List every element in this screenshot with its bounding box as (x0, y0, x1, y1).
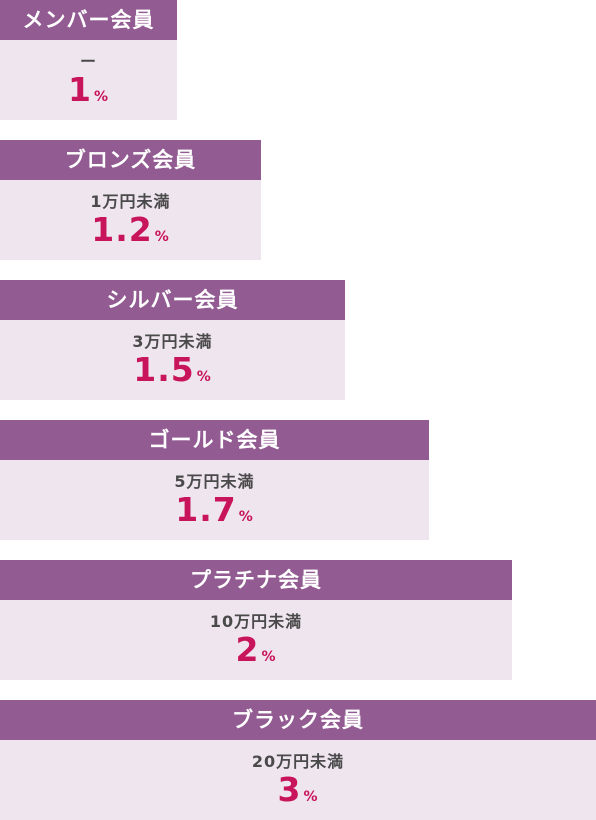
tier-body: ー 1% (0, 40, 177, 120)
tier-name: メンバー会員 (0, 0, 177, 40)
tier-body: 5万円未満 1.7% (0, 460, 429, 540)
tier-name: プラチナ会員 (0, 560, 512, 600)
rate-value: 1.7 (175, 490, 237, 529)
tier-rate: 1.2% (0, 210, 261, 257)
tier-threshold: 1万円未満 (90, 192, 171, 211)
tier-rate: 1.5% (0, 350, 345, 397)
tier-body: 10万円未満 2% (0, 600, 512, 680)
tier-threshold: 3万円未満 (132, 332, 213, 351)
tier-silver: シルバー会員 3万円未満 1.5% (0, 280, 345, 400)
tier-body: 3万円未満 1.5% (0, 320, 345, 400)
rate-value: 2 (235, 630, 260, 669)
tier-black: ブラック会員 20万円未満 3% (0, 700, 596, 820)
tier-name: ブロンズ会員 (0, 140, 261, 180)
rate-value: 3 (277, 770, 302, 809)
tier-rate: 1.7% (0, 490, 429, 537)
tier-rate: 2% (0, 630, 512, 677)
rate-unit: % (238, 509, 254, 525)
tier-threshold: ー (79, 52, 97, 71)
tier-rate: 1% (0, 70, 177, 117)
tier-name: ゴールド会員 (0, 420, 429, 460)
tier-body: 1万円未満 1.2% (0, 180, 261, 260)
tier-member: メンバー会員 ー 1% (0, 0, 177, 120)
rate-value: 1.2 (91, 210, 153, 249)
tier-name: ブラック会員 (0, 700, 596, 740)
rate-unit: % (261, 649, 277, 665)
tier-bronze: ブロンズ会員 1万円未満 1.2% (0, 140, 261, 260)
rate-value: 1.5 (133, 350, 195, 389)
rate-unit: % (303, 789, 319, 805)
tier-threshold: 10万円未満 (209, 612, 303, 631)
rate-unit: % (154, 229, 170, 245)
tier-platinum: プラチナ会員 10万円未満 2% (0, 560, 512, 680)
tier-threshold: 20万円未満 (251, 752, 345, 771)
tier-rate: 3% (0, 770, 596, 817)
tier-gold: ゴールド会員 5万円未満 1.7% (0, 420, 429, 540)
rate-unit: % (93, 89, 109, 105)
tier-name: シルバー会員 (0, 280, 345, 320)
rate-unit: % (196, 369, 212, 385)
rate-value: 1 (68, 70, 92, 109)
tier-body: 20万円未満 3% (0, 740, 596, 820)
tier-threshold: 5万円未満 (174, 472, 255, 491)
